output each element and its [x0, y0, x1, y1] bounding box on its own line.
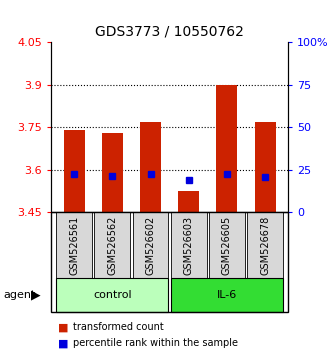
- Text: GSM526562: GSM526562: [107, 216, 118, 275]
- Text: ■: ■: [58, 338, 69, 348]
- Text: IL-6: IL-6: [217, 290, 237, 300]
- Bar: [56, 278, 168, 312]
- Text: ▶: ▶: [31, 288, 41, 301]
- Bar: [94, 212, 130, 278]
- Bar: [171, 278, 283, 312]
- Bar: [64, 130, 85, 212]
- Text: GSM526602: GSM526602: [146, 216, 156, 275]
- Text: agent: agent: [3, 290, 36, 300]
- Text: GSM526605: GSM526605: [222, 216, 232, 275]
- Bar: [209, 212, 245, 278]
- Bar: [102, 133, 123, 212]
- Text: GSM526678: GSM526678: [260, 216, 270, 275]
- Text: GSM526561: GSM526561: [69, 216, 79, 275]
- Bar: [178, 191, 199, 212]
- Bar: [255, 122, 276, 212]
- Bar: [140, 122, 161, 212]
- Bar: [171, 212, 207, 278]
- Text: control: control: [93, 290, 132, 300]
- Bar: [216, 85, 237, 212]
- Bar: [247, 212, 283, 278]
- Text: GSM526603: GSM526603: [184, 216, 194, 275]
- Title: GDS3773 / 10550762: GDS3773 / 10550762: [95, 24, 244, 39]
- Bar: [56, 212, 92, 278]
- Text: transformed count: transformed count: [73, 322, 164, 332]
- Bar: [133, 212, 168, 278]
- Text: ■: ■: [58, 322, 69, 332]
- Text: percentile rank within the sample: percentile rank within the sample: [73, 338, 238, 348]
